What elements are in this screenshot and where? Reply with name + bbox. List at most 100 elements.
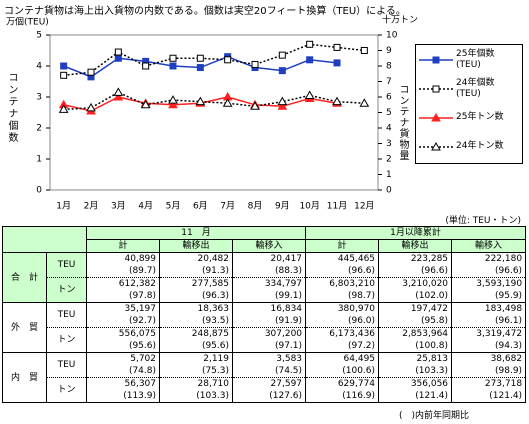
x-tick-label: 4月: [138, 201, 153, 211]
ratio-cell: (89.7): [86, 265, 160, 278]
table-row: トン 612,382 277,585 334,797 6,803,210 3,210,02…: [3, 277, 527, 303]
page-title: コンテナ貨物は海上出入貨物の内数である。個数は実空20フィート換算（TEU）によ…: [4, 6, 406, 17]
header-corner: [2, 226, 87, 253]
legend-label: 25年個数 (TEU): [456, 48, 495, 70]
marker: [114, 54, 122, 62]
marker: [306, 56, 314, 64]
x-tick-label: 11月: [327, 201, 347, 211]
legend-swatch: [419, 112, 453, 121]
ratio-cell: (102.0): [378, 290, 453, 303]
marker: [86, 102, 96, 112]
chart: 万個(TEU) 十万トン コンテナ個数 コンテナ貨物量 0 1 2 3 4 5 0 1 2 3 4 5…: [6, 14, 418, 211]
ratio-cell: (95.6): [86, 340, 160, 353]
marker: [306, 40, 314, 48]
y2-tick-label: 0: [386, 186, 392, 196]
marker: [431, 112, 441, 121]
ratio-cell: (103.3): [378, 365, 453, 378]
value-cell: 277,585: [159, 277, 233, 290]
table-row: トン 556,075 248,875 307,200 6,173,436 2,853,96…: [3, 327, 527, 353]
value-cell: 16,834: [231, 302, 307, 315]
group-header: 1月以降累計: [305, 226, 527, 240]
marker: [195, 96, 206, 106]
value-cell: 38,682: [451, 352, 527, 365]
row-label: 外 貿: [2, 302, 47, 353]
ratio-cell: (96.6): [378, 265, 453, 278]
ratio-cell: (100.8): [378, 340, 453, 353]
marker: [360, 47, 368, 54]
legend-swatch: [419, 141, 453, 150]
value-cell: 40,899: [86, 252, 160, 265]
y2-axis-unit: 十万トン: [382, 14, 418, 26]
value-cell: 3,593,190: [451, 277, 527, 290]
table-row: (74.8) (75.3) (74.5) (100.6) (103.3) (98.9): [3, 365, 527, 378]
marker: [60, 62, 68, 70]
y-axis-title: コンテナ個数: [6, 72, 18, 144]
ratio-cell: (96.6): [451, 265, 527, 278]
table-row: 外 貿 TEU 35,197 18,363 16,834 380,970 197,472 18…: [2, 302, 527, 353]
y-tick-label: 5: [36, 31, 42, 41]
unit-label: TEU: [46, 252, 87, 278]
legend-item: 24年トン数: [416, 132, 522, 161]
ratio-cell: (99.1): [231, 290, 307, 303]
table-row: (97.8) (96.3) (99.1) (98.7) (102.0) (95.9): [3, 290, 527, 303]
marker: [196, 64, 204, 72]
ratio-cell: (96.6): [305, 265, 380, 278]
value-cell: 380,970: [305, 302, 380, 315]
ratio-cell: (121.4): [378, 390, 453, 403]
value-cell: 27,597: [231, 377, 307, 390]
value-cell: 629,774: [305, 377, 380, 390]
marker: [168, 99, 178, 109]
ratio-cell: (95.9): [451, 290, 527, 303]
marker: [113, 87, 124, 96]
value-cell: 612,382: [86, 277, 160, 290]
ratio-cell: (93.5): [159, 315, 233, 328]
table-row: 11 月 1月以降累計: [2, 226, 527, 253]
ratio-cell: (96.3): [159, 290, 233, 303]
y-tick-label: 2: [36, 124, 42, 134]
y2-tick-label: 7: [386, 77, 392, 87]
unit-label: トン: [46, 277, 87, 303]
ratio-cell: (113.9): [86, 390, 160, 403]
x-tick-label: 8月: [248, 201, 263, 211]
x-tick-label: 9月: [275, 201, 290, 211]
ratio-cell: (88.3): [231, 265, 307, 278]
table-row: (92.7) (93.5) (91.9) (96.0) (95.8) (96.1): [3, 315, 527, 328]
y-axis-unit: 万個(TEU): [6, 16, 49, 28]
y2-tick-label: 10: [386, 31, 398, 41]
row-label: 合 計: [2, 252, 47, 303]
ratio-cell: (94.3): [451, 340, 527, 353]
marker: [60, 71, 68, 79]
legend-swatch: [419, 56, 453, 63]
x-tick-label: 6月: [193, 201, 208, 211]
value-cell: 25,813: [378, 352, 453, 365]
marker: [168, 95, 178, 104]
value-cell: 20,417: [231, 252, 307, 265]
value-cell: 248,875: [159, 327, 233, 340]
y-tick-label: 4: [36, 62, 42, 72]
legend-item: 24年個数 (TEU): [416, 74, 522, 103]
table-row: 内 貿 TEU 5,702 2,119 3,583 64,495 25,813 38,682: [2, 352, 527, 403]
legend-label: 24年個数 (TEU): [456, 77, 495, 99]
data-table: 11 月 1月以降累計計輸移出 輸移入計輸移出 輸移入合 計 TEU 40,899 20,4…: [2, 226, 527, 403]
marker: [432, 56, 440, 63]
y2-tick-label: 9: [386, 46, 392, 56]
ratio-cell: (74.8): [86, 365, 160, 378]
marker: [277, 96, 288, 106]
marker: [251, 60, 259, 68]
x-tick-label: 3月: [111, 201, 126, 211]
value-cell: 5,702: [86, 352, 160, 365]
x-tick-label: 12月: [354, 201, 374, 211]
series-line: [63, 91, 365, 111]
value-cell: 2,853,964: [378, 327, 453, 340]
value-cell: 3,319,472: [451, 327, 527, 340]
ratio-cell: (100.6): [305, 365, 380, 378]
value-cell: 183,498: [451, 302, 527, 315]
value-cell: 556,075: [86, 327, 160, 340]
marker: [250, 101, 260, 110]
y2-tick-label: 3: [386, 139, 392, 149]
marker: [169, 62, 177, 70]
column-header: 輸移入: [231, 239, 307, 253]
marker: [332, 96, 342, 106]
unit-label: トン: [46, 327, 87, 353]
